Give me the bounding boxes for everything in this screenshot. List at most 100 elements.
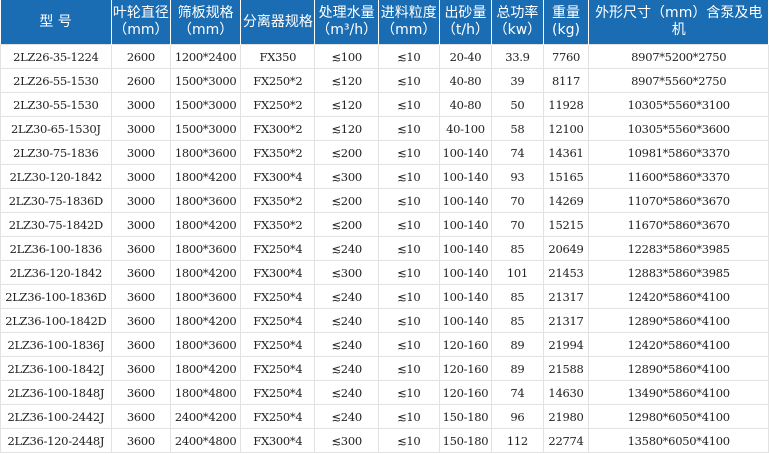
table-cell: 13580*6050*4100 [588,428,769,453]
table-cell: 21317 [542,284,590,309]
table-cell: 1200*2400 [170,44,242,69]
table-cell: ≲120 [314,92,379,117]
table-cell: FX350*2 [240,188,316,213]
table-cell: 101 [491,260,544,285]
table-cell: 3600 [110,236,172,261]
table-cell: 7760 [542,44,590,69]
table-cell: FX250*2 [240,68,316,93]
column-header-label: 重量(kg) [551,5,580,38]
table-cell: 120-160 [438,356,493,381]
table-cell: ≲240 [314,308,379,333]
table-cell: 2LZ30-75-1836D [0,188,112,213]
table-cell: FX300*2 [240,116,316,141]
table-cell: 2LZ36-120-1842 [0,260,112,285]
table-cell: 10305*5560*3600 [588,116,769,141]
table-row: 2LZ36-100-1836D 3600 1800*3600 FX250*4 ≲240 ≲… [0,284,769,309]
table-cell: 120-160 [438,380,493,405]
table-cell: 3600 [110,356,172,381]
table-cell: ≲10 [377,404,440,429]
table-cell: FX350*2 [240,212,316,237]
table-cell: 96 [491,404,544,429]
table-cell: ≲300 [314,260,379,285]
table-cell: 2LZ30-120-1842 [0,164,112,189]
table-cell: ≲10 [377,92,440,117]
table-cell: 3600 [110,380,172,405]
table-cell: FX350 [240,44,316,69]
table-cell: 100-140 [438,164,493,189]
column-header: 外形尺寸（mm）含泵及电机 [588,0,769,45]
table-row: 2LZ36-100-1836 3600 1800*3600 FX250*4 ≲240 ≲1… [0,236,769,261]
column-header-label: 分离器规格 [242,13,313,30]
table-cell: ≲10 [377,356,440,381]
table-cell: 3600 [110,404,172,429]
table-cell: 100-140 [438,260,493,285]
table-cell: 22774 [542,428,590,453]
column-header: 重量(kg) [543,0,590,45]
table-cell: FX300*4 [240,428,316,453]
table-cell: 33.9 [491,44,544,69]
table-cell: 8907*5200*2750 [588,44,769,69]
table-row: 2LZ30-55-1530 3000 1500*3000 FX250*2 ≲120 ≲10… [0,92,769,117]
table-cell: 3000 [110,188,172,213]
table-cell: 39 [491,68,544,93]
column-header: 叶轮直径（mm） [111,0,172,45]
table-cell: 40-80 [438,92,493,117]
table-cell: 8907*5560*2750 [588,68,769,93]
table-cell: ≲10 [377,284,440,309]
table-cell: 2LZ30-55-1530 [0,92,112,117]
table-cell: 3600 [110,260,172,285]
table-cell: 1800*4800 [170,380,242,405]
column-header: 总功率（kw） [491,0,544,45]
table-cell: 11070*5860*3670 [588,188,769,213]
table-cell: 2LZ30-75-1836 [0,140,112,165]
table-cell: 1800*4200 [170,356,242,381]
table-cell: ≲10 [377,332,440,357]
table-cell: FX250*4 [240,380,316,405]
table-cell: 12890*5860*4100 [588,356,769,381]
table-cell: ≲200 [314,140,379,165]
table-cell: 15165 [542,164,590,189]
table-row: 2LZ36-120-2448J 3600 2400*4800 FX300*4 ≲300 ≲… [0,428,769,453]
table-cell: 100-140 [438,188,493,213]
table-cell: 11928 [542,92,590,117]
table-cell: 1800*3600 [170,188,242,213]
header-row: 型 号 叶轮直径（mm） 筛板规格（mm） 分离器规格 处理水量（m³/h） 进料粒度（m… [0,0,769,45]
table-cell: ≲10 [377,188,440,213]
table-cell: 21588 [542,356,590,381]
table-cell: 2400*4800 [170,428,242,453]
table-cell: 40-80 [438,68,493,93]
table-cell: 2LZ30-75-1842D [0,212,112,237]
table-cell: ≲10 [377,428,440,453]
table-cell: 21317 [542,308,590,333]
table-cell: 3000 [110,212,172,237]
table-cell: FX250*4 [240,404,316,429]
table-cell: 3600 [110,308,172,333]
table-cell: 20-40 [438,44,493,69]
table-cell: 12283*5860*3985 [588,236,769,261]
table-cell: 112 [491,428,544,453]
table-cell: 2LZ26-35-1224 [0,44,112,69]
table-cell: ≲10 [377,140,440,165]
table-cell: 89 [491,332,544,357]
table-cell: ≲10 [377,236,440,261]
column-header-label: 处理水量（m³/h） [316,5,378,38]
table-row: 2LZ30-65-1530J 3000 1500*3000 FX300*2 ≲120 ≲1… [0,116,769,141]
column-header-label: 进料粒度（mm） [380,5,437,38]
table-cell: ≲10 [377,212,440,237]
table-cell: FX250*2 [240,92,316,117]
table-row: 2LZ36-100-1842J 3600 1800*4200 FX250*4 ≲240 ≲… [0,356,769,381]
table-cell: 1500*3000 [170,92,242,117]
column-header: 出砂量（t/h） [439,0,493,45]
column-header: 处理水量（m³/h） [314,0,379,45]
table-cell: ≲10 [377,164,440,189]
table-cell: ≲120 [314,68,379,93]
table-cell: 3000 [110,164,172,189]
table-cell: FX250*4 [240,308,316,333]
table-cell: 85 [491,308,544,333]
table-row: 2LZ26-35-1224 2600 1200*2400 FX350 ≲100 ≲10 20… [0,44,769,69]
table-cell: 100-140 [438,284,493,309]
table-cell: 11670*5860*3670 [588,212,769,237]
table-cell: 12980*6050*4100 [588,404,769,429]
table-cell: 74 [491,380,544,405]
